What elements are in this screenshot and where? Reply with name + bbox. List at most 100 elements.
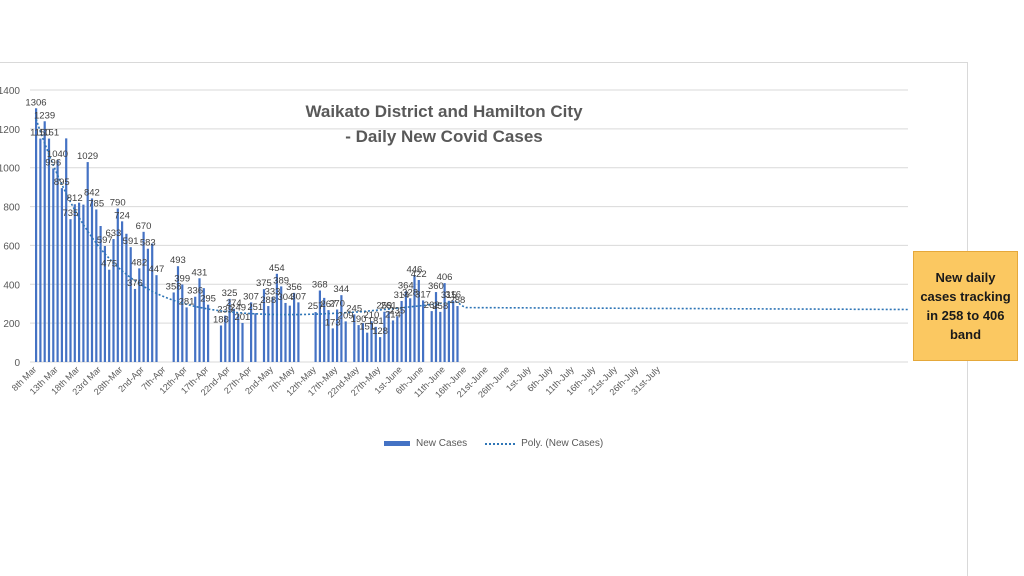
data-label: 315	[441, 290, 457, 301]
data-label: 209	[338, 310, 354, 321]
bar	[318, 290, 321, 362]
chart-subtitle: - Daily New Covid Cases	[345, 127, 543, 146]
data-label: 344	[333, 284, 349, 295]
data-label: 214	[385, 309, 401, 320]
data-label: 358	[166, 281, 182, 292]
bar	[86, 162, 89, 362]
data-label: 785	[88, 198, 104, 209]
data-label: 201	[234, 312, 250, 323]
data-label: 735	[62, 208, 78, 219]
data-label: 446	[406, 264, 422, 275]
data-label: 274	[226, 298, 242, 309]
data-label: 151	[359, 322, 375, 333]
data-label: 399	[174, 273, 190, 284]
data-label: 210	[363, 310, 379, 321]
bar	[417, 280, 420, 362]
bars	[35, 108, 459, 363]
data-label: 356	[286, 282, 302, 293]
bar	[47, 138, 51, 362]
bar	[103, 246, 106, 362]
data-label: 376	[127, 278, 143, 289]
bar	[116, 208, 119, 362]
bar	[452, 300, 455, 362]
bar	[108, 269, 111, 362]
data-label: 288	[260, 295, 276, 306]
bar	[430, 311, 433, 362]
data-label: 188	[213, 314, 229, 325]
bar	[65, 138, 68, 362]
data-label: 1040	[47, 149, 68, 160]
bar	[185, 307, 188, 362]
bar	[99, 226, 102, 362]
bar	[35, 108, 38, 363]
bar	[176, 266, 180, 362]
bar	[43, 121, 46, 362]
data-label: 1306	[25, 97, 46, 108]
data-label: 1150	[30, 128, 50, 139]
data-label: 288	[449, 295, 465, 306]
bar	[52, 168, 55, 362]
y-tick-label: 200	[3, 319, 20, 330]
data-label: 360	[428, 281, 444, 292]
bar	[56, 159, 59, 362]
data-label: 842	[84, 187, 100, 198]
data-label: 790	[110, 198, 126, 209]
legend: New Cases Poly. (New Cases)	[384, 438, 603, 449]
data-label: 235	[389, 305, 405, 316]
bar	[181, 284, 184, 362]
bar	[138, 268, 141, 362]
bar	[366, 332, 369, 362]
data-label: 257	[308, 301, 324, 312]
bar	[267, 306, 270, 362]
bar	[112, 239, 115, 362]
data-label: 251	[247, 302, 263, 313]
bar	[194, 296, 197, 362]
bar	[69, 219, 72, 362]
bar	[73, 204, 76, 362]
bar	[331, 328, 334, 362]
data-label: 447	[148, 264, 164, 275]
data-label: 262	[424, 300, 440, 311]
bar	[142, 231, 145, 362]
bar	[237, 313, 240, 362]
bar	[224, 315, 227, 362]
data-label: 368	[312, 280, 328, 291]
data-label: 267	[320, 299, 336, 310]
bar	[254, 313, 257, 362]
data-label: 295	[200, 294, 216, 305]
bar	[443, 283, 446, 362]
bar	[172, 292, 175, 362]
data-label: 239	[217, 305, 233, 316]
bar	[383, 311, 386, 362]
bar	[456, 306, 459, 362]
data-label: 493	[170, 255, 186, 266]
bar	[146, 248, 149, 362]
bar	[422, 300, 425, 362]
bar	[447, 300, 450, 362]
bar	[228, 298, 231, 362]
data-label: 812	[67, 193, 83, 204]
bar	[129, 247, 132, 362]
data-label: 307	[243, 291, 259, 302]
bar	[293, 292, 296, 362]
data-label: 475	[101, 259, 117, 270]
trendline	[35, 118, 909, 316]
bar	[155, 275, 158, 362]
y-tick-label: 1400	[0, 86, 20, 97]
bar	[314, 312, 317, 362]
data-label: 336	[187, 286, 203, 297]
data-label: 406	[437, 272, 453, 283]
bar	[207, 304, 210, 362]
bar	[336, 309, 339, 362]
data-label: 597	[97, 235, 113, 246]
data-label: 583	[140, 238, 156, 249]
bar	[396, 316, 399, 362]
data-label: 431	[191, 267, 207, 278]
y-tick-label: 1000	[0, 164, 20, 175]
bar	[374, 326, 377, 362]
bar	[250, 302, 253, 362]
bar	[409, 298, 412, 362]
data-label: 128	[372, 326, 388, 337]
data-label: 259	[376, 301, 392, 312]
